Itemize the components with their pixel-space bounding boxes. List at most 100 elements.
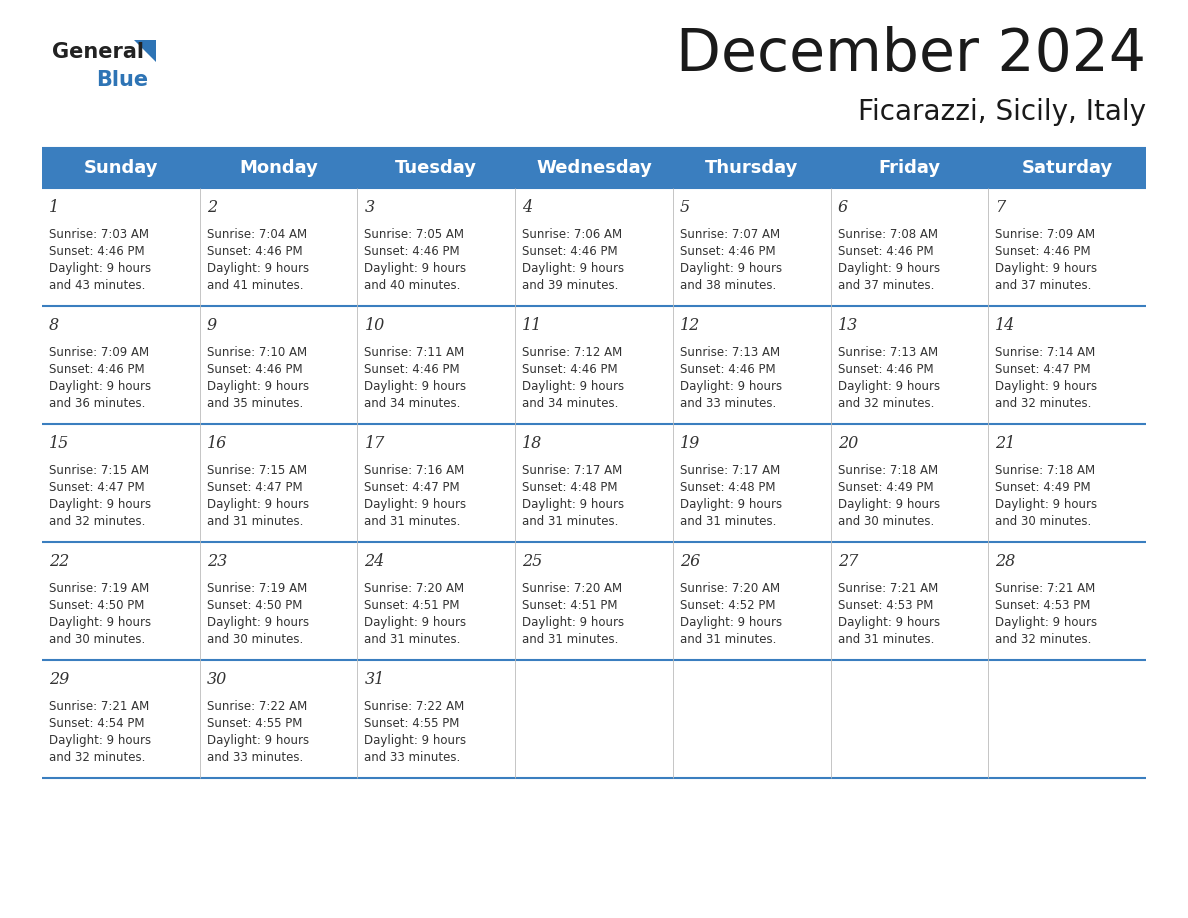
Text: Daylight: 9 hours: Daylight: 9 hours xyxy=(523,498,624,510)
Text: Daylight: 9 hours: Daylight: 9 hours xyxy=(523,616,624,629)
Text: Sunrise: 7:13 AM: Sunrise: 7:13 AM xyxy=(680,346,781,359)
Bar xyxy=(42,660,1146,778)
Text: Sunset: 4:46 PM: Sunset: 4:46 PM xyxy=(523,363,618,375)
Text: Daylight: 9 hours: Daylight: 9 hours xyxy=(996,616,1098,629)
Text: Daylight: 9 hours: Daylight: 9 hours xyxy=(49,380,151,393)
Text: Sunrise: 7:05 AM: Sunrise: 7:05 AM xyxy=(365,228,465,241)
Text: and 40 minutes.: and 40 minutes. xyxy=(365,279,461,292)
Text: Daylight: 9 hours: Daylight: 9 hours xyxy=(838,616,940,629)
Text: Sunrise: 7:17 AM: Sunrise: 7:17 AM xyxy=(523,464,623,476)
Bar xyxy=(42,542,1146,660)
Text: Sunrise: 7:11 AM: Sunrise: 7:11 AM xyxy=(365,346,465,359)
Text: and 39 minutes.: and 39 minutes. xyxy=(523,279,619,292)
Text: Daylight: 9 hours: Daylight: 9 hours xyxy=(680,262,782,274)
Text: 29: 29 xyxy=(49,670,69,688)
Text: Sunset: 4:47 PM: Sunset: 4:47 PM xyxy=(49,481,145,494)
Text: Daylight: 9 hours: Daylight: 9 hours xyxy=(207,733,309,746)
Text: Daylight: 9 hours: Daylight: 9 hours xyxy=(49,616,151,629)
Text: 15: 15 xyxy=(49,434,69,452)
Text: 23: 23 xyxy=(207,553,227,569)
Text: Sunrise: 7:08 AM: Sunrise: 7:08 AM xyxy=(838,228,937,241)
Text: Sunrise: 7:15 AM: Sunrise: 7:15 AM xyxy=(207,464,307,476)
Text: Sunrise: 7:18 AM: Sunrise: 7:18 AM xyxy=(996,464,1095,476)
Text: 27: 27 xyxy=(838,553,858,569)
Text: and 43 minutes.: and 43 minutes. xyxy=(49,279,145,292)
Text: Sunset: 4:53 PM: Sunset: 4:53 PM xyxy=(996,599,1091,611)
Text: Sunset: 4:48 PM: Sunset: 4:48 PM xyxy=(523,481,618,494)
Text: Sunset: 4:46 PM: Sunset: 4:46 PM xyxy=(365,245,460,258)
Text: and 30 minutes.: and 30 minutes. xyxy=(838,515,934,528)
Text: Sunrise: 7:10 AM: Sunrise: 7:10 AM xyxy=(207,346,307,359)
Text: and 38 minutes.: and 38 minutes. xyxy=(680,279,776,292)
Text: and 31 minutes.: and 31 minutes. xyxy=(838,633,934,645)
Text: Daylight: 9 hours: Daylight: 9 hours xyxy=(996,262,1098,274)
Text: and 31 minutes.: and 31 minutes. xyxy=(680,633,776,645)
Text: Sunset: 4:46 PM: Sunset: 4:46 PM xyxy=(838,363,934,375)
Text: December 2024: December 2024 xyxy=(676,27,1146,84)
Text: Saturday: Saturday xyxy=(1022,159,1113,177)
Text: Daylight: 9 hours: Daylight: 9 hours xyxy=(49,498,151,510)
Text: Daylight: 9 hours: Daylight: 9 hours xyxy=(207,498,309,510)
Text: 6: 6 xyxy=(838,198,848,216)
Text: and 31 minutes.: and 31 minutes. xyxy=(365,633,461,645)
Text: Sunset: 4:46 PM: Sunset: 4:46 PM xyxy=(838,245,934,258)
Text: Sunrise: 7:18 AM: Sunrise: 7:18 AM xyxy=(838,464,937,476)
Text: Daylight: 9 hours: Daylight: 9 hours xyxy=(365,262,467,274)
Text: General: General xyxy=(52,42,144,62)
Text: Sunrise: 7:19 AM: Sunrise: 7:19 AM xyxy=(49,582,150,595)
Text: Daylight: 9 hours: Daylight: 9 hours xyxy=(680,498,782,510)
Text: Sunrise: 7:14 AM: Sunrise: 7:14 AM xyxy=(996,346,1095,359)
Text: and 34 minutes.: and 34 minutes. xyxy=(365,397,461,409)
Text: Sunrise: 7:22 AM: Sunrise: 7:22 AM xyxy=(365,700,465,712)
Text: Sunrise: 7:13 AM: Sunrise: 7:13 AM xyxy=(838,346,937,359)
Bar xyxy=(42,306,1146,424)
Text: Sunrise: 7:20 AM: Sunrise: 7:20 AM xyxy=(365,582,465,595)
Text: Daylight: 9 hours: Daylight: 9 hours xyxy=(523,262,624,274)
Text: Sunset: 4:52 PM: Sunset: 4:52 PM xyxy=(680,599,776,611)
Text: Daylight: 9 hours: Daylight: 9 hours xyxy=(207,380,309,393)
Text: 30: 30 xyxy=(207,670,227,688)
Text: 26: 26 xyxy=(680,553,700,569)
Text: Sunrise: 7:20 AM: Sunrise: 7:20 AM xyxy=(680,582,781,595)
Text: Sunset: 4:51 PM: Sunset: 4:51 PM xyxy=(365,599,460,611)
Text: and 31 minutes.: and 31 minutes. xyxy=(523,633,619,645)
Text: 31: 31 xyxy=(365,670,385,688)
Text: and 41 minutes.: and 41 minutes. xyxy=(207,279,303,292)
Text: Sunrise: 7:03 AM: Sunrise: 7:03 AM xyxy=(49,228,148,241)
Text: 13: 13 xyxy=(838,317,858,333)
Bar xyxy=(42,188,1146,306)
Text: Sunset: 4:46 PM: Sunset: 4:46 PM xyxy=(207,363,302,375)
Text: Sunset: 4:49 PM: Sunset: 4:49 PM xyxy=(996,481,1091,494)
Bar xyxy=(42,148,1146,188)
Text: 2: 2 xyxy=(207,198,217,216)
Text: Thursday: Thursday xyxy=(704,159,798,177)
Text: Sunrise: 7:17 AM: Sunrise: 7:17 AM xyxy=(680,464,781,476)
Text: and 34 minutes.: and 34 minutes. xyxy=(523,397,619,409)
Text: Sunset: 4:46 PM: Sunset: 4:46 PM xyxy=(207,245,302,258)
Text: Daylight: 9 hours: Daylight: 9 hours xyxy=(365,616,467,629)
Text: 5: 5 xyxy=(680,198,690,216)
Text: Sunset: 4:47 PM: Sunset: 4:47 PM xyxy=(207,481,302,494)
Text: Sunrise: 7:09 AM: Sunrise: 7:09 AM xyxy=(49,346,150,359)
Text: Sunset: 4:53 PM: Sunset: 4:53 PM xyxy=(838,599,933,611)
Text: 7: 7 xyxy=(996,198,1005,216)
Text: 21: 21 xyxy=(996,434,1016,452)
Text: Sunday: Sunday xyxy=(83,159,158,177)
Text: and 31 minutes.: and 31 minutes. xyxy=(523,515,619,528)
Text: and 31 minutes.: and 31 minutes. xyxy=(680,515,776,528)
Text: 11: 11 xyxy=(523,317,543,333)
Text: and 31 minutes.: and 31 minutes. xyxy=(207,515,303,528)
Text: 14: 14 xyxy=(996,317,1016,333)
Text: 12: 12 xyxy=(680,317,700,333)
Text: 22: 22 xyxy=(49,553,69,569)
Text: and 36 minutes.: and 36 minutes. xyxy=(49,397,145,409)
Text: Sunset: 4:46 PM: Sunset: 4:46 PM xyxy=(680,363,776,375)
Text: 9: 9 xyxy=(207,317,217,333)
Text: Sunset: 4:54 PM: Sunset: 4:54 PM xyxy=(49,717,145,730)
Text: Daylight: 9 hours: Daylight: 9 hours xyxy=(838,380,940,393)
Text: Daylight: 9 hours: Daylight: 9 hours xyxy=(680,616,782,629)
Text: Sunset: 4:46 PM: Sunset: 4:46 PM xyxy=(365,363,460,375)
Text: 1: 1 xyxy=(49,198,59,216)
Text: Daylight: 9 hours: Daylight: 9 hours xyxy=(838,498,940,510)
Text: Sunrise: 7:04 AM: Sunrise: 7:04 AM xyxy=(207,228,307,241)
